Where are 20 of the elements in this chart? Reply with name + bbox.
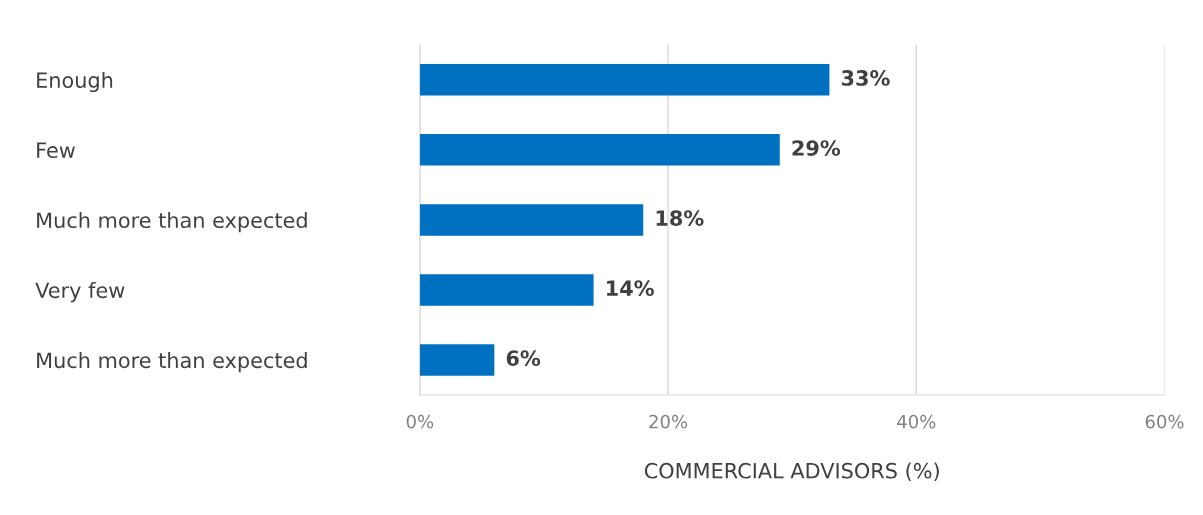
bar bbox=[419, 274, 594, 306]
data-label: 29% bbox=[792, 140, 841, 156]
y-tick-label: Very few bbox=[35, 282, 125, 303]
bar bbox=[419, 204, 644, 236]
x-axis-title: COMMERCIAL ADVISORS (%) bbox=[644, 462, 939, 482]
bar bbox=[419, 64, 830, 96]
data-label: 14% bbox=[607, 280, 654, 296]
bar bbox=[419, 134, 780, 166]
data-label: 18% bbox=[656, 210, 704, 226]
y-tick-label: Enough bbox=[37, 71, 113, 93]
y-tick-label: Much more than expected bbox=[37, 211, 307, 233]
data-label: 6% bbox=[506, 350, 541, 367]
x-tick-label: 40% bbox=[897, 414, 936, 429]
y-tick-label: Much more than expected bbox=[37, 352, 307, 373]
x-tick-label: 0% bbox=[406, 414, 434, 429]
bar bbox=[419, 344, 495, 376]
data-label: 33% bbox=[841, 70, 890, 86]
y-tick-label: Few bbox=[37, 142, 75, 159]
x-tick-label: 20% bbox=[649, 414, 688, 429]
x-tick-label: 60% bbox=[1145, 414, 1184, 429]
